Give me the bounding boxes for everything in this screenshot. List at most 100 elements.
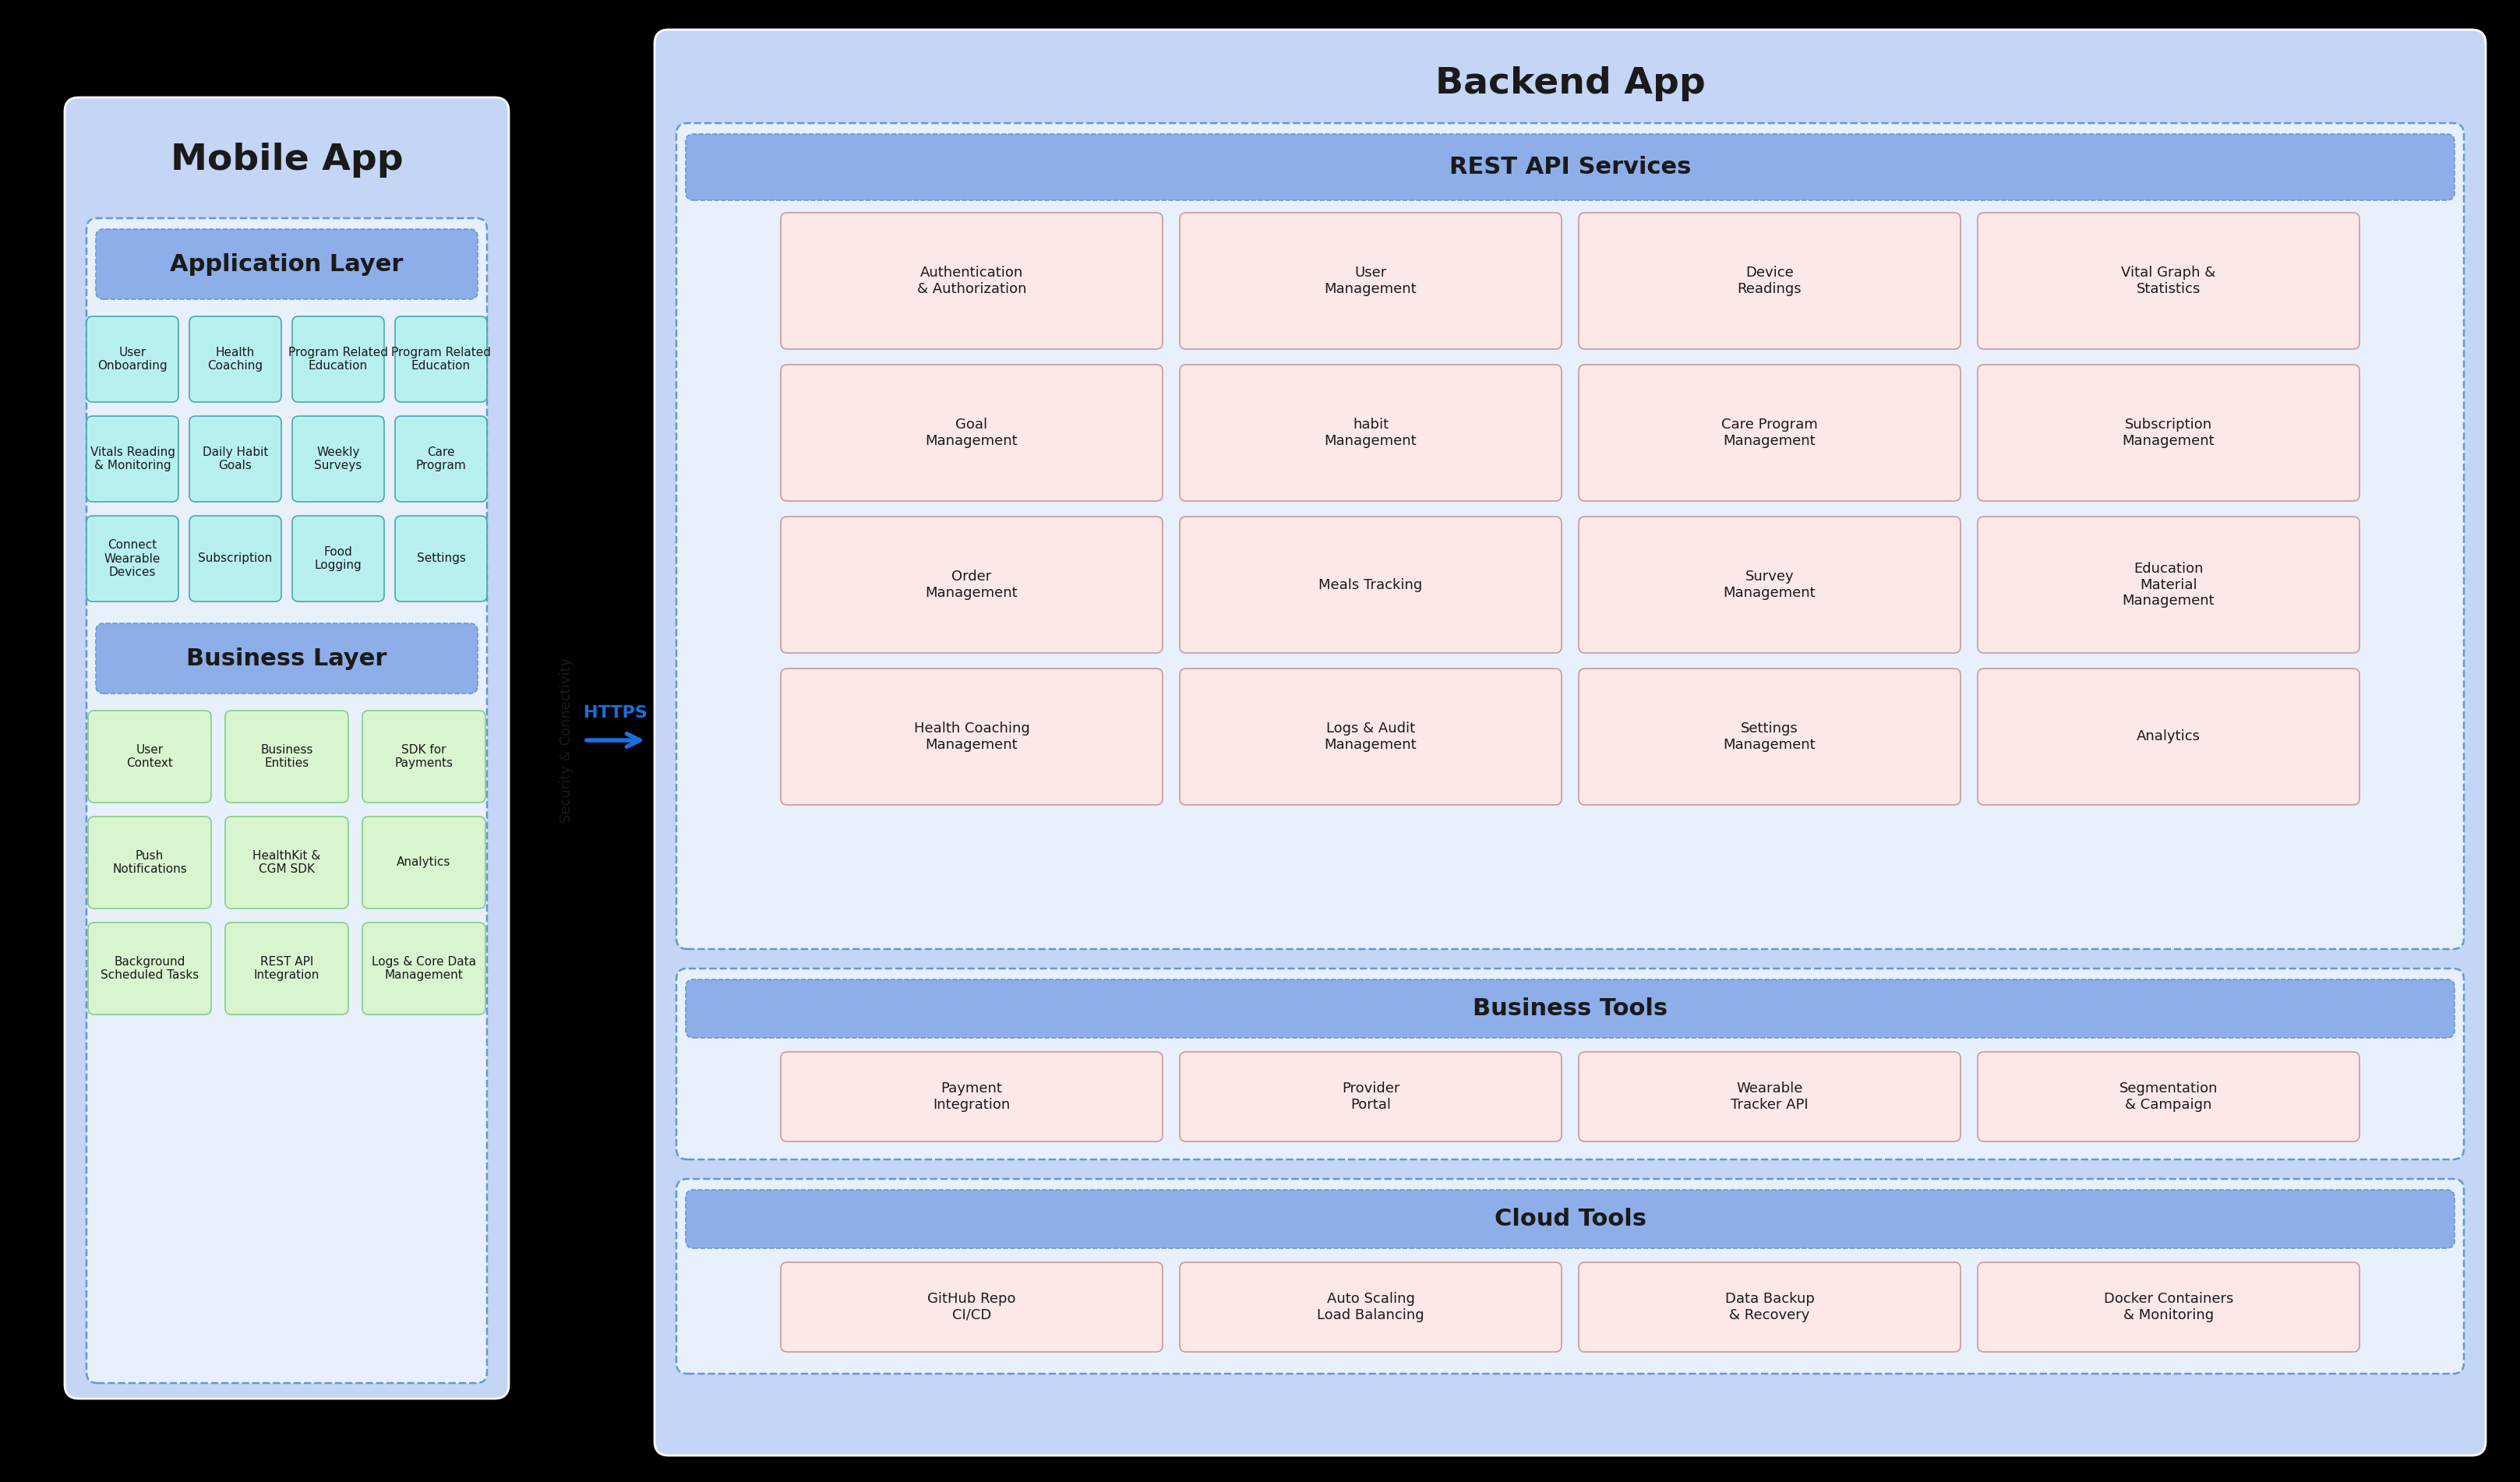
Text: Data Backup
& Recovery: Data Backup & Recovery: [1724, 1292, 1814, 1322]
FancyBboxPatch shape: [1179, 1052, 1562, 1141]
FancyBboxPatch shape: [675, 1178, 2465, 1374]
FancyBboxPatch shape: [396, 416, 486, 502]
FancyBboxPatch shape: [96, 624, 479, 694]
FancyBboxPatch shape: [1578, 668, 1961, 805]
FancyBboxPatch shape: [86, 316, 179, 402]
FancyBboxPatch shape: [1179, 365, 1562, 501]
Text: Auto Scaling
Load Balancing: Auto Scaling Load Balancing: [1318, 1292, 1424, 1322]
Text: Meals Tracking: Meals Tracking: [1318, 578, 1424, 591]
FancyBboxPatch shape: [781, 213, 1162, 350]
Text: Settings: Settings: [416, 553, 466, 565]
Text: Background
Scheduled Tasks: Background Scheduled Tasks: [101, 956, 199, 981]
Text: REST API
Integration: REST API Integration: [255, 956, 320, 981]
FancyBboxPatch shape: [363, 710, 486, 803]
FancyBboxPatch shape: [1578, 517, 1961, 654]
Text: HealthKit &
CGM SDK: HealthKit & CGM SDK: [252, 851, 320, 876]
Text: GitHub Repo
CI/CD: GitHub Repo CI/CD: [927, 1292, 1016, 1322]
Text: Business
Entities: Business Entities: [260, 744, 312, 769]
FancyBboxPatch shape: [292, 316, 383, 402]
FancyBboxPatch shape: [685, 980, 2454, 1037]
FancyBboxPatch shape: [1978, 668, 2359, 805]
Text: Care
Program: Care Program: [416, 446, 466, 471]
Text: Segmentation
& Campaign: Segmentation & Campaign: [2119, 1082, 2218, 1112]
FancyBboxPatch shape: [1578, 213, 1961, 350]
FancyBboxPatch shape: [675, 123, 2465, 948]
Text: Business Tools: Business Tools: [1472, 997, 1668, 1020]
Text: User
Management: User Management: [1326, 265, 1416, 296]
FancyBboxPatch shape: [86, 416, 179, 502]
FancyBboxPatch shape: [781, 668, 1162, 805]
Text: Push
Notifications: Push Notifications: [113, 851, 186, 876]
FancyBboxPatch shape: [781, 1052, 1162, 1141]
Text: Business Layer: Business Layer: [186, 648, 388, 670]
FancyBboxPatch shape: [189, 516, 282, 602]
FancyBboxPatch shape: [224, 817, 348, 908]
FancyBboxPatch shape: [224, 923, 348, 1015]
FancyBboxPatch shape: [781, 517, 1162, 654]
Text: Device
Readings: Device Readings: [1736, 265, 1802, 296]
FancyBboxPatch shape: [1578, 1263, 1961, 1352]
Text: Daily Habit
Goals: Daily Habit Goals: [202, 446, 267, 471]
Text: Authentication
& Authorization: Authentication & Authorization: [917, 265, 1026, 296]
FancyBboxPatch shape: [96, 230, 479, 299]
FancyBboxPatch shape: [189, 416, 282, 502]
FancyBboxPatch shape: [781, 1263, 1162, 1352]
FancyBboxPatch shape: [86, 516, 179, 602]
Text: Education
Material
Management: Education Material Management: [2122, 562, 2215, 608]
Text: Subscription: Subscription: [199, 553, 272, 565]
FancyBboxPatch shape: [189, 316, 282, 402]
FancyBboxPatch shape: [1978, 365, 2359, 501]
Text: User
Context: User Context: [126, 744, 174, 769]
Text: Subscription
Management: Subscription Management: [2122, 418, 2215, 448]
FancyBboxPatch shape: [88, 923, 212, 1015]
FancyBboxPatch shape: [88, 710, 212, 803]
Text: Backend App: Backend App: [1434, 67, 1706, 102]
FancyBboxPatch shape: [396, 516, 486, 602]
Text: Analytics: Analytics: [396, 857, 451, 868]
Text: REST API Services: REST API Services: [1449, 156, 1691, 178]
Text: Care Program
Management: Care Program Management: [1721, 418, 1817, 448]
Text: Program Related
Education: Program Related Education: [287, 347, 388, 372]
FancyBboxPatch shape: [675, 969, 2465, 1159]
FancyBboxPatch shape: [781, 365, 1162, 501]
FancyBboxPatch shape: [66, 98, 509, 1399]
Text: User
Onboarding: User Onboarding: [98, 347, 166, 372]
FancyBboxPatch shape: [1578, 365, 1961, 501]
FancyBboxPatch shape: [1978, 1263, 2359, 1352]
FancyBboxPatch shape: [396, 316, 486, 402]
Text: Logs & Audit
Management: Logs & Audit Management: [1326, 722, 1416, 751]
Text: Food
Logging: Food Logging: [315, 545, 363, 571]
Text: Survey
Management: Survey Management: [1724, 569, 1817, 600]
FancyBboxPatch shape: [1179, 668, 1562, 805]
Text: Connect
Wearable
Devices: Connect Wearable Devices: [103, 539, 161, 578]
FancyBboxPatch shape: [685, 133, 2454, 200]
Text: Docker Containers
& Monitoring: Docker Containers & Monitoring: [2104, 1292, 2233, 1322]
Text: habit
Management: habit Management: [1326, 418, 1416, 448]
Text: Program Related
Education: Program Related Education: [391, 347, 491, 372]
FancyBboxPatch shape: [86, 218, 486, 1383]
Text: Security & Connectivity: Security & Connectivity: [559, 658, 575, 823]
FancyBboxPatch shape: [1978, 517, 2359, 654]
Text: Settings
Management: Settings Management: [1724, 722, 1817, 751]
FancyBboxPatch shape: [1978, 1052, 2359, 1141]
Text: Provider
Portal: Provider Portal: [1341, 1082, 1399, 1112]
Text: Payment
Integration: Payment Integration: [932, 1082, 1011, 1112]
FancyBboxPatch shape: [655, 30, 2485, 1455]
Text: Weekly
Surveys: Weekly Surveys: [315, 446, 363, 471]
FancyBboxPatch shape: [1179, 1263, 1562, 1352]
Text: Wearable
Tracker API: Wearable Tracker API: [1731, 1082, 1809, 1112]
FancyBboxPatch shape: [685, 1190, 2454, 1248]
Text: Application Layer: Application Layer: [171, 253, 403, 276]
Text: Goal
Management: Goal Management: [925, 418, 1018, 448]
FancyBboxPatch shape: [1978, 213, 2359, 350]
Text: Health
Coaching: Health Coaching: [207, 347, 262, 372]
Text: SDK for
Payments: SDK for Payments: [396, 744, 454, 769]
FancyBboxPatch shape: [363, 817, 486, 908]
Text: Analytics: Analytics: [2137, 729, 2200, 744]
Text: HTTPS: HTTPS: [585, 705, 648, 720]
Text: Vitals Reading
& Monitoring: Vitals Reading & Monitoring: [91, 446, 174, 471]
Text: Logs & Core Data
Management: Logs & Core Data Management: [370, 956, 476, 981]
FancyBboxPatch shape: [224, 710, 348, 803]
FancyBboxPatch shape: [1179, 213, 1562, 350]
Text: Cloud Tools: Cloud Tools: [1494, 1208, 1646, 1230]
